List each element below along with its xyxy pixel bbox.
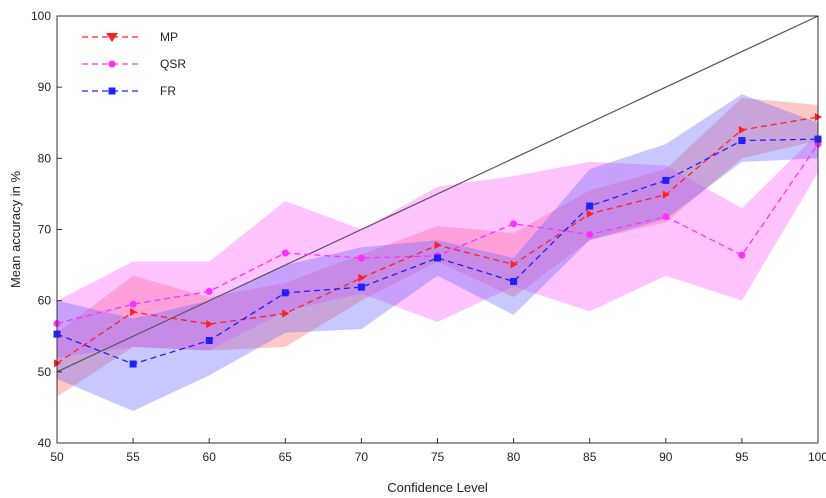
x-tick-label-95: 95 — [735, 450, 749, 464]
x-tick-label-65: 65 — [279, 450, 293, 464]
line-fr — [56, 138, 819, 365]
marker-mp-65 — [282, 309, 290, 318]
marker-fr-55 — [129, 360, 137, 368]
marker-qsr-55 — [129, 300, 137, 308]
marker-fr-70 — [357, 283, 365, 291]
marker-qsr-95 — [738, 251, 746, 259]
legend-label-fr: FR — [160, 84, 176, 98]
legend: MP QSR FR — [82, 30, 186, 98]
legend-marker-mp — [106, 33, 118, 42]
marker-mp-95 — [738, 125, 746, 134]
x-tick-label-85: 85 — [583, 450, 597, 464]
y-tick-label-50: 50 — [38, 365, 52, 379]
marker-qsr-80 — [510, 220, 518, 228]
marker-qsr-90 — [662, 213, 670, 221]
marker-qsr-85 — [586, 230, 594, 238]
series-markers — [53, 113, 822, 368]
marker-fr-95 — [738, 137, 746, 145]
marker-fr-80 — [510, 277, 518, 285]
y-tick-label-90: 90 — [38, 80, 52, 94]
legend-marker-qsr — [108, 60, 116, 68]
x-tick-label-90: 90 — [659, 450, 673, 464]
marker-fr-90 — [662, 176, 670, 184]
x-tick-label-75: 75 — [431, 450, 445, 464]
marker-qsr-70 — [357, 254, 365, 262]
reference-diagonal-line — [56, 15, 819, 373]
legend-marker-fr — [108, 87, 116, 95]
x-axis-ticks: 50 55 60 65 70 75 80 85 90 95 100 — [50, 438, 826, 464]
marker-mp-60 — [206, 320, 214, 329]
marker-mp-90 — [662, 190, 670, 199]
legend-label-qsr: QSR — [160, 57, 186, 71]
y-tick-label-40: 40 — [38, 436, 52, 450]
y-tick-label-60: 60 — [38, 294, 52, 308]
x-axis-label: Confidence Level — [387, 480, 488, 495]
marker-mp-85 — [586, 209, 594, 218]
marker-mp-80 — [510, 260, 518, 269]
marker-fr-60 — [205, 337, 213, 345]
y-tick-label-100: 100 — [31, 9, 51, 23]
x-tick-label-70: 70 — [355, 450, 369, 464]
y-tick-label-70: 70 — [38, 223, 52, 237]
x-tick-label-80: 80 — [507, 450, 521, 464]
x-tick-label-55: 55 — [126, 450, 140, 464]
legend-label-mp: MP — [160, 30, 178, 44]
y-axis-label: Mean accuracy in % — [8, 171, 23, 288]
marker-fr-65 — [281, 289, 289, 297]
marker-fr-75 — [434, 254, 441, 262]
marker-fr-85 — [586, 202, 594, 210]
marker-qsr-60 — [205, 287, 213, 295]
y-axis-ticks: 40 50 60 70 80 90 100 — [31, 9, 62, 450]
marker-mp-70 — [358, 273, 366, 282]
y-tick-label-80: 80 — [38, 151, 52, 165]
x-tick-label-50: 50 — [50, 450, 64, 464]
marker-qsr-65 — [281, 249, 289, 257]
marker-mp-55 — [130, 308, 138, 317]
x-tick-label-60: 60 — [203, 450, 217, 464]
x-tick-label-100: 100 — [808, 450, 826, 464]
marker-mp-75 — [434, 241, 442, 250]
